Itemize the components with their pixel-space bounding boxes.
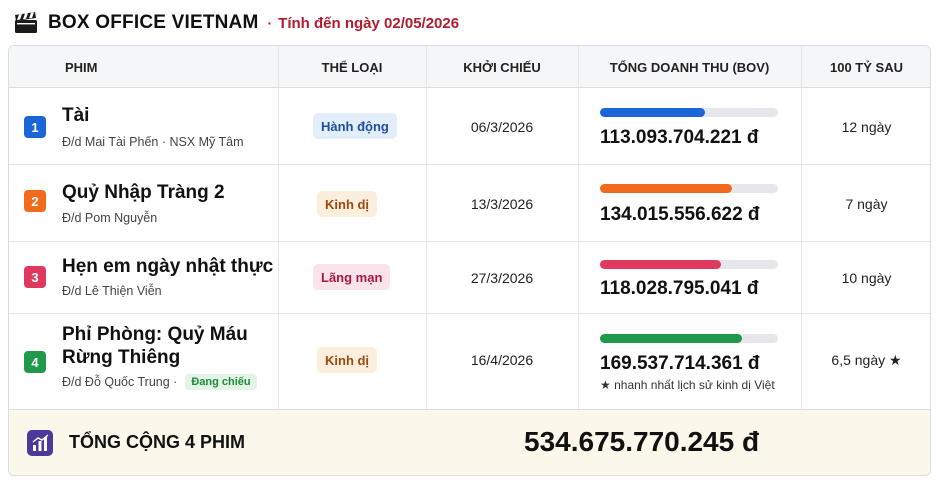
- revenue-bar-fill: [600, 108, 706, 117]
- table-row[interactable]: 3 Hẹn em ngày nhật thực Đ/d Lê Thiện Viễ…: [9, 242, 930, 314]
- film-title[interactable]: Hẹn em ngày nhật thực: [62, 256, 274, 277]
- total-value: 534.675.770.245 đ: [524, 426, 760, 457]
- now-showing-badge: Đang chiếu: [185, 374, 257, 390]
- column-divider: [426, 46, 427, 410]
- revenue-bar: [600, 260, 778, 269]
- as-of-date: Tính đến ngày 02/05/2026: [278, 14, 460, 32]
- record-note: ★ nhanh nhất lịch sử kinh dị Việt: [600, 378, 775, 392]
- release-date: 06/3/2026: [470, 119, 534, 135]
- rank-badge: 4: [24, 351, 46, 373]
- days-to-100b: 10 ngày: [841, 270, 892, 286]
- box-office-table: PHIM THỂ LOẠI KHỞI CHIẾU TỔNG DOANH THU …: [8, 45, 931, 476]
- column-header-days-to-100b[interactable]: 100 TỶ SAU: [830, 59, 903, 75]
- revenue-value: 118.028.795.041 đ: [600, 278, 759, 299]
- table-header: PHIM THỂ LOẠI KHỞI CHIẾU TỔNG DOANH THU …: [9, 46, 930, 88]
- genre-tag: Lãng mạn: [313, 264, 391, 290]
- genre-tag: Hành động: [313, 113, 397, 139]
- column-divider: [278, 46, 279, 410]
- genre-tag: Kinh dị: [317, 191, 378, 217]
- column-header-release[interactable]: KHỞI CHIẾU: [463, 59, 541, 75]
- revenue-value: 113.093.704.221 đ: [600, 127, 759, 148]
- column-header-film[interactable]: PHIM: [65, 59, 98, 75]
- rank-badge: 3: [24, 266, 46, 288]
- table-row[interactable]: 4 Phỉ Phòng: Quỷ Máu Rừng Thiêng Đ/d Đỗ …: [9, 314, 930, 410]
- total-row: TỔNG CỘNG 4 PHIM 534.675.770.245 đ: [9, 410, 930, 475]
- film-credits: Đ/d Pom Nguyễn: [62, 211, 158, 225]
- film-title-line-2[interactable]: Rừng Thiêng: [62, 347, 181, 368]
- bar-chart-icon: [27, 430, 53, 456]
- clapperboard-icon: [15, 12, 37, 33]
- release-date: 13/3/2026: [470, 196, 534, 212]
- film-credits-row: Đ/d Đỗ Quốc Trung · Đang chiếu: [62, 374, 257, 390]
- film-title[interactable]: Quỷ Nhập Tràng 2: [62, 182, 225, 203]
- film-credits: Đ/d Mai Tài Phến · NSX Mỹ Tâm: [62, 135, 244, 149]
- column-divider: [578, 46, 579, 410]
- table-row[interactable]: 1 Tài Đ/d Mai Tài Phến · NSX Mỹ Tâm Hành…: [9, 88, 930, 165]
- revenue-bar-fill: [600, 334, 743, 343]
- revenue-value: 134.015.556.622 đ: [600, 204, 760, 225]
- film-credits: Đ/d Đỗ Quốc Trung ·: [62, 375, 178, 389]
- genre-tag: Kinh dị: [317, 347, 378, 373]
- revenue-bar-fill: [600, 260, 722, 269]
- rank-badge: 2: [24, 190, 46, 212]
- days-to-100b: 7 ngày: [845, 196, 888, 212]
- column-header-revenue[interactable]: TỔNG DOANH THU (BOV): [609, 59, 770, 75]
- page-header: BOX OFFICE VIETNAM · Tính đến ngày 02/05…: [14, 8, 459, 38]
- revenue-bar: [600, 184, 778, 193]
- revenue-value: 169.537.714.361 đ: [600, 353, 760, 374]
- table-row[interactable]: 2 Quỷ Nhập Tràng 2 Đ/d Pom Nguyễn Kinh d…: [9, 165, 930, 242]
- film-credits: Đ/d Lê Thiện Viễn: [62, 284, 162, 298]
- release-date: 16/4/2026: [470, 352, 534, 368]
- film-title-line-1[interactable]: Phỉ Phòng: Quỷ Máu: [62, 324, 248, 345]
- days-to-100b: 6,5 ngày ★: [831, 352, 902, 368]
- page-title: BOX OFFICE VIETNAM: [48, 12, 259, 33]
- total-label: TỔNG CỘNG 4 PHIM: [69, 432, 246, 452]
- rank-badge: 1: [24, 116, 46, 138]
- revenue-bar: [600, 108, 778, 117]
- column-header-genre[interactable]: THỂ LOẠI: [321, 59, 383, 75]
- days-to-100b: 12 ngày: [841, 119, 892, 135]
- title-separator: ·: [267, 15, 273, 31]
- revenue-bar: [600, 334, 778, 343]
- column-divider: [801, 46, 802, 410]
- film-title[interactable]: Tài: [62, 105, 90, 126]
- revenue-bar-fill: [600, 184, 732, 193]
- release-date: 27/3/2026: [470, 270, 534, 286]
